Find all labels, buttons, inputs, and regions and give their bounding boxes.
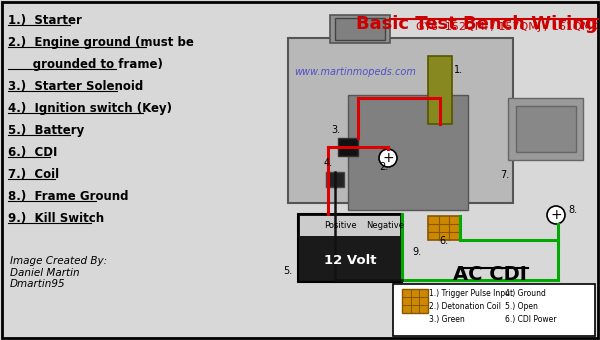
Bar xyxy=(402,289,428,313)
Bar xyxy=(508,98,583,160)
Bar xyxy=(516,106,576,152)
Circle shape xyxy=(547,206,565,224)
Text: Negative: Negative xyxy=(366,221,404,231)
Text: Image Created By:
Daniel Martin
Dmartin95: Image Created By: Daniel Martin Dmartin9… xyxy=(10,256,107,289)
Text: AC CDI: AC CDI xyxy=(453,265,527,284)
Text: 6.)  CDI: 6.) CDI xyxy=(8,146,58,159)
Text: 7.: 7. xyxy=(500,170,509,180)
Text: 6.) CDI Power: 6.) CDI Power xyxy=(505,315,557,324)
Text: 3.: 3. xyxy=(331,125,341,135)
Bar xyxy=(298,214,402,282)
Text: 9.)  Kill Switch: 9.) Kill Switch xyxy=(8,212,104,225)
Text: grounded to frame): grounded to frame) xyxy=(8,58,163,71)
Text: 2.: 2. xyxy=(379,162,389,172)
Bar xyxy=(428,216,460,240)
Text: 2.)  Engine ground (must be: 2.) Engine ground (must be xyxy=(8,36,194,49)
Text: 8.)  Frame Ground: 8.) Frame Ground xyxy=(8,190,128,203)
Text: 4.) Ground: 4.) Ground xyxy=(505,289,546,298)
Bar xyxy=(288,38,513,203)
Text: www.martinmopeds.com: www.martinmopeds.com xyxy=(294,67,416,77)
Text: 9.: 9. xyxy=(412,247,421,257)
Text: 1.)  Starter: 1.) Starter xyxy=(8,14,82,27)
Bar xyxy=(335,18,385,40)
Bar xyxy=(330,15,390,43)
Text: 8.: 8. xyxy=(568,205,577,215)
Text: 3.) Green: 3.) Green xyxy=(429,315,465,324)
Bar xyxy=(326,172,344,187)
Circle shape xyxy=(379,149,397,167)
Text: 1.: 1. xyxy=(454,65,463,75)
Text: 5.) Open: 5.) Open xyxy=(505,302,538,311)
Text: Positive: Positive xyxy=(324,221,356,231)
Text: 2.) Detonation Coil: 2.) Detonation Coil xyxy=(429,302,501,311)
Text: Basic Test Bench Wiring: Basic Test Bench Wiring xyxy=(356,15,598,33)
Bar xyxy=(393,284,595,336)
Text: 7.)  Coil: 7.) Coil xyxy=(8,168,59,181)
Bar xyxy=(338,138,358,156)
Text: 6.: 6. xyxy=(439,236,449,246)
Text: +: + xyxy=(382,151,394,165)
Text: 1.) Trigger Pulse Input: 1.) Trigger Pulse Input xyxy=(429,289,513,298)
Text: 3.)  Starter Solenoid: 3.) Starter Solenoid xyxy=(8,80,143,93)
Bar xyxy=(300,216,400,236)
Text: +: + xyxy=(550,208,562,222)
Text: 5.: 5. xyxy=(283,266,292,276)
Text: 5.)  Battery: 5.) Battery xyxy=(8,124,84,137)
Bar xyxy=(428,56,452,124)
Bar xyxy=(348,95,468,210)
Text: 4.)  Ignition switch (Key): 4.) Ignition switch (Key) xyxy=(8,102,172,115)
Text: GY6  152QMI / 157QMJ / 161QMK: GY6 152QMI / 157QMJ / 161QMK xyxy=(415,22,598,32)
Text: 12 Volt: 12 Volt xyxy=(324,254,376,267)
Text: 4.: 4. xyxy=(323,158,332,168)
